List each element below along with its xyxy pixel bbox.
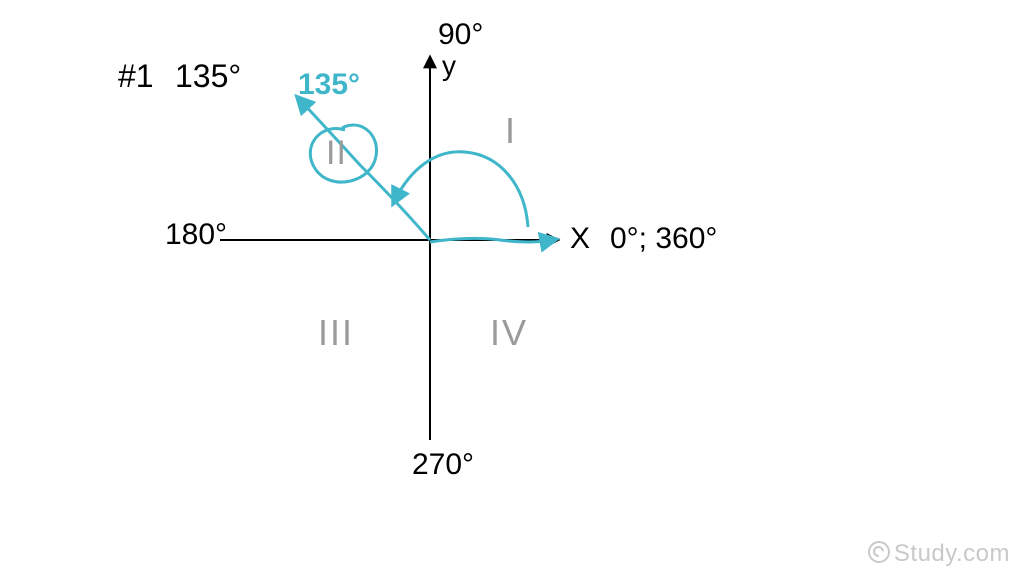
watermark-text: Study.com [894,540,1010,567]
quadrant-4: IV [490,312,528,354]
y-axis-label: y [442,50,456,82]
problem-number: #1 [118,58,154,95]
quadrant-2: II [326,134,347,173]
diagram-stage: #1 135° 135° 90° y 180° X 0°; 360° 270° … [0,0,1024,576]
axis-right-label: 0°; 360° [610,222,717,256]
angle-arc [395,152,528,227]
quadrant-1: I [505,110,517,152]
axis-left-label: 180° [165,218,227,252]
coordinate-diagram [0,0,1024,576]
axis-top-label: 90° [438,18,483,52]
clock-icon [868,541,890,563]
axis-bottom-label: 270° [412,448,474,482]
problem-angle: 135° [175,58,241,95]
watermark: Study.com [868,540,1010,568]
quadrant-3: III [318,312,354,354]
terminal-ray [300,100,430,240]
x-axis-label: X [570,222,590,256]
angle-label: 135° [298,68,360,102]
